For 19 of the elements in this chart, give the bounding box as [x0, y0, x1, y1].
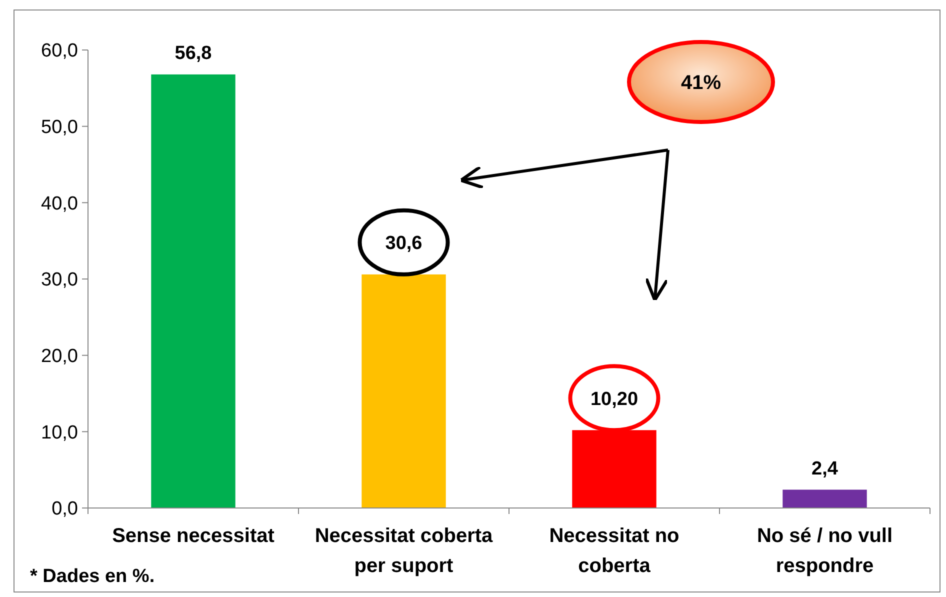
data-label: 2,4 [812, 458, 838, 480]
x-tick-label: Sense necessitat [112, 525, 275, 547]
y-tick-label: 20,0 [41, 346, 78, 367]
y-tick-label: 30,0 [41, 270, 78, 291]
data-label: 56,8 [174, 43, 212, 64]
y-tick-label: 0,0 [52, 498, 78, 520]
x-tick-label: Necessitat no coberta [549, 525, 680, 577]
y-tick-label: 50,0 [41, 116, 78, 138]
x-tick-label: Necessitat coberta per suport [314, 525, 494, 577]
data-label: 10,20 [590, 388, 638, 410]
text: * Dades en %. [30, 566, 155, 587]
y-tick-label: 60,0 [41, 40, 78, 62]
bar [782, 490, 867, 508]
data-label: 30,6 [385, 233, 422, 254]
x-tick-label: No sé / no vull respondre [756, 525, 893, 577]
annotation: 41% [680, 72, 722, 94]
y-tick-label: 10,0 [41, 422, 78, 444]
bar [151, 74, 236, 508]
y-tick-label: 40,0 [41, 193, 78, 214]
